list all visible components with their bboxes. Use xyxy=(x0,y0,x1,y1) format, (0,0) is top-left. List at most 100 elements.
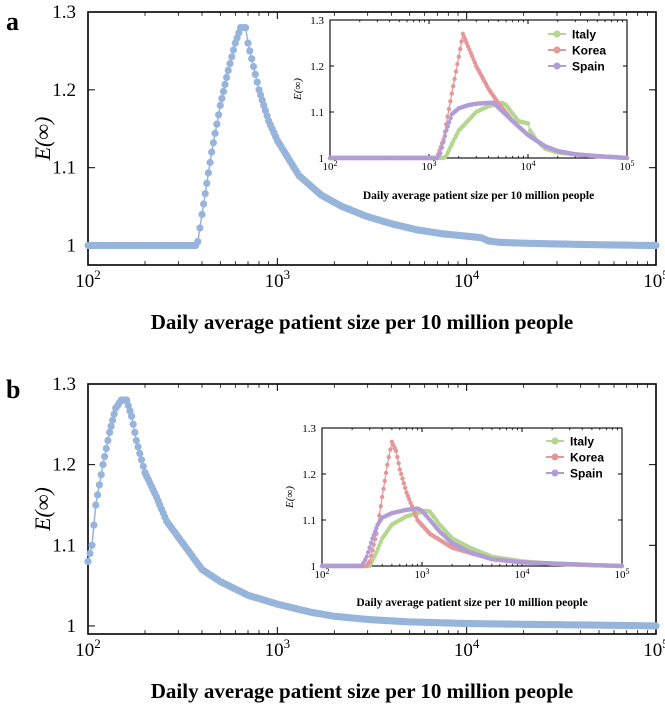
y-tick-label: 1.1 xyxy=(52,158,76,179)
legend-label-italy: Italy xyxy=(570,435,594,449)
y-tick-label: 1.2 xyxy=(52,455,76,476)
data-point-spain xyxy=(368,540,374,546)
data-point-main xyxy=(123,396,131,404)
data-point-korea xyxy=(378,504,383,509)
data-point-main xyxy=(218,94,226,102)
panel-letter-a: a xyxy=(6,7,19,36)
data-point-korea xyxy=(382,478,387,484)
data-point-main xyxy=(200,200,208,208)
data-point-korea xyxy=(399,471,404,477)
chart-a-inset: 102 103 104 105 1 1.1 1.2 1.3 Daily average pati… xyxy=(292,15,635,202)
data-point-spain xyxy=(367,545,372,550)
legend-label-korea: Korea xyxy=(570,451,604,465)
data-point-korea xyxy=(395,454,400,460)
data-point-main xyxy=(248,55,256,63)
data-point-korea xyxy=(472,60,478,65)
y-tick-label: 1.3 xyxy=(302,423,316,435)
data-point-main xyxy=(95,481,103,489)
data-point-main xyxy=(228,53,236,61)
y-tick-label: 1 xyxy=(319,153,325,165)
data-point-main xyxy=(253,78,261,86)
data-point-main xyxy=(109,416,117,424)
x-tick-label: 105 xyxy=(643,636,665,661)
data-point-korea xyxy=(385,462,390,467)
x-tick-label: 104 xyxy=(454,267,480,292)
data-point-korea xyxy=(381,486,386,492)
legend: Italy Korea Spain xyxy=(546,435,604,481)
x-tick-label: 104 xyxy=(515,567,530,581)
x-tick-label: 103 xyxy=(422,159,437,173)
data-point-korea xyxy=(467,47,472,52)
legend: Italy Korea Spain xyxy=(548,28,606,74)
data-point-korea xyxy=(448,99,453,104)
data-point-main xyxy=(208,148,216,156)
data-point-korea xyxy=(464,40,469,46)
data-point-main xyxy=(88,541,96,549)
data-point-main xyxy=(204,169,212,177)
data-point-spain xyxy=(445,124,450,129)
charts: 102 103 104 105 1 1.1 1.2 1.3 Daily average pati… xyxy=(30,2,665,703)
data-point-korea xyxy=(451,84,456,89)
data-point-spain xyxy=(364,554,369,559)
y-tick-label: 1.2 xyxy=(52,80,76,101)
data-point-main xyxy=(246,47,254,55)
data-point-korea xyxy=(408,500,413,505)
data-point-main xyxy=(99,461,107,469)
x-tick-label: 103 xyxy=(265,267,291,292)
data-point-spain xyxy=(619,563,625,569)
y-axis-label: E(∞) xyxy=(284,486,296,509)
x-tick-label: 102 xyxy=(315,567,330,581)
data-point-italy xyxy=(377,543,382,548)
data-point-spain xyxy=(624,155,630,161)
x-tick-label: 103 xyxy=(265,636,291,661)
y-axis-label: E(∞) xyxy=(30,487,55,532)
x-tick-label: 102 xyxy=(323,159,338,173)
y-axis-label: E(∞) xyxy=(30,117,55,162)
data-point-main xyxy=(211,129,219,137)
data-point-korea xyxy=(401,481,406,486)
data-point-main xyxy=(249,62,258,71)
y-tick-label: 1.1 xyxy=(302,515,316,527)
data-point-main xyxy=(216,101,224,109)
data-point-main xyxy=(92,501,100,509)
data-point-main xyxy=(209,139,217,147)
data-point-korea xyxy=(446,106,452,112)
data-point-main xyxy=(131,428,139,436)
data-point-korea xyxy=(459,39,464,44)
data-point-main xyxy=(213,120,221,128)
data-point-main xyxy=(104,436,112,445)
data-point-spain xyxy=(372,529,378,534)
y-tick-label: 1 xyxy=(67,236,77,257)
chart-b-inset: 102 103 104 105 1 1.1 1.2 1.3 Daily average pati… xyxy=(284,423,630,609)
data-point-main xyxy=(110,410,118,418)
data-point-korea xyxy=(412,510,417,516)
data-point-korea xyxy=(404,490,409,495)
x-tick-label: 102 xyxy=(75,636,101,661)
y-tick-label: 1.3 xyxy=(310,15,324,27)
data-point-korea xyxy=(455,61,460,67)
data-point-main xyxy=(652,622,660,630)
data-point-main xyxy=(137,456,146,464)
inset-background xyxy=(322,428,622,566)
y-axis-label: E(∞) xyxy=(292,78,304,101)
data-point-main xyxy=(126,407,134,415)
y-tick-label: 1.3 xyxy=(52,2,76,23)
legend-label-korea: Korea xyxy=(572,44,606,58)
data-point-spain xyxy=(371,532,376,538)
data-point-korea xyxy=(370,548,375,553)
x-axis-label: Daily average patient size per 10 millio… xyxy=(356,597,587,609)
data-point-korea xyxy=(465,44,471,49)
data-point-spain xyxy=(438,151,443,156)
data-point-main xyxy=(226,60,234,68)
data-point-spain xyxy=(446,120,452,125)
data-point-spain xyxy=(442,133,448,139)
data-point-main xyxy=(244,39,252,47)
data-point-korea xyxy=(471,57,476,62)
inset-background xyxy=(330,20,627,158)
data-point-main xyxy=(84,557,92,566)
data-point-main xyxy=(198,210,206,218)
data-point-spain xyxy=(439,145,444,150)
panel-letter-b: b xyxy=(6,375,20,404)
data-point-main xyxy=(215,111,223,119)
data-point-main xyxy=(136,449,144,457)
